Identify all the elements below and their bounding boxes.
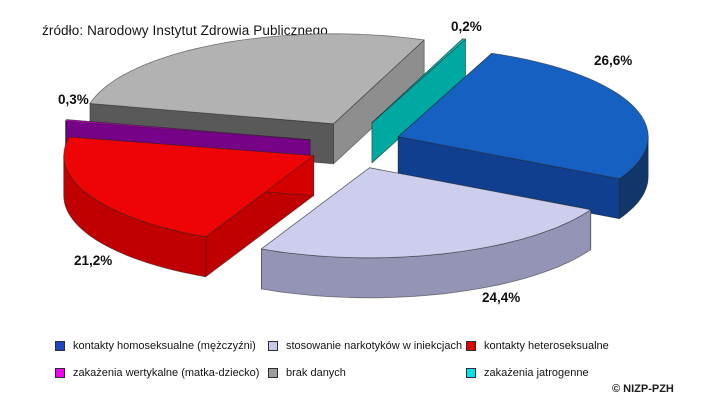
legend-swatch (55, 368, 65, 378)
legend-swatch (55, 341, 65, 351)
legend-swatch (466, 341, 476, 351)
slice-label: 24,4% (482, 290, 521, 305)
legend-label: zakażenia wertykalne (matka-dziecko) (73, 367, 260, 379)
legend-item: kontakty heteroseksualne (466, 340, 609, 352)
legend-item: zakażenia jatrogenne (466, 367, 589, 379)
legend-label: stosowanie narkotyków w iniekcjach (286, 340, 463, 352)
legend-item: zakażenia wertykalne (matka-dziecko) (55, 367, 259, 379)
slice-label: 21,2% (74, 253, 113, 268)
slice-label: 0,3% (58, 92, 89, 107)
legend-label: kontakty heteroseksualne (484, 340, 609, 352)
legend-item: brak danych (268, 367, 346, 379)
legend-label: brak danych (286, 367, 346, 379)
legend-swatch (466, 368, 476, 378)
legend-item: kontakty homoseksualne (mężczyźni) (55, 340, 256, 352)
legend-swatch (268, 368, 278, 378)
legend-item: stosowanie narkotyków w iniekcjach (268, 340, 462, 352)
copyright-text: © NIZP-PZH (612, 383, 674, 395)
legend-label: kontakty homoseksualne (mężczyźni) (73, 340, 256, 352)
slice-label: 0,2% (451, 19, 482, 34)
legend-swatch (268, 341, 278, 351)
legend-label: zakażenia jatrogenne (484, 367, 589, 379)
slice-label: 26,6% (594, 53, 633, 68)
